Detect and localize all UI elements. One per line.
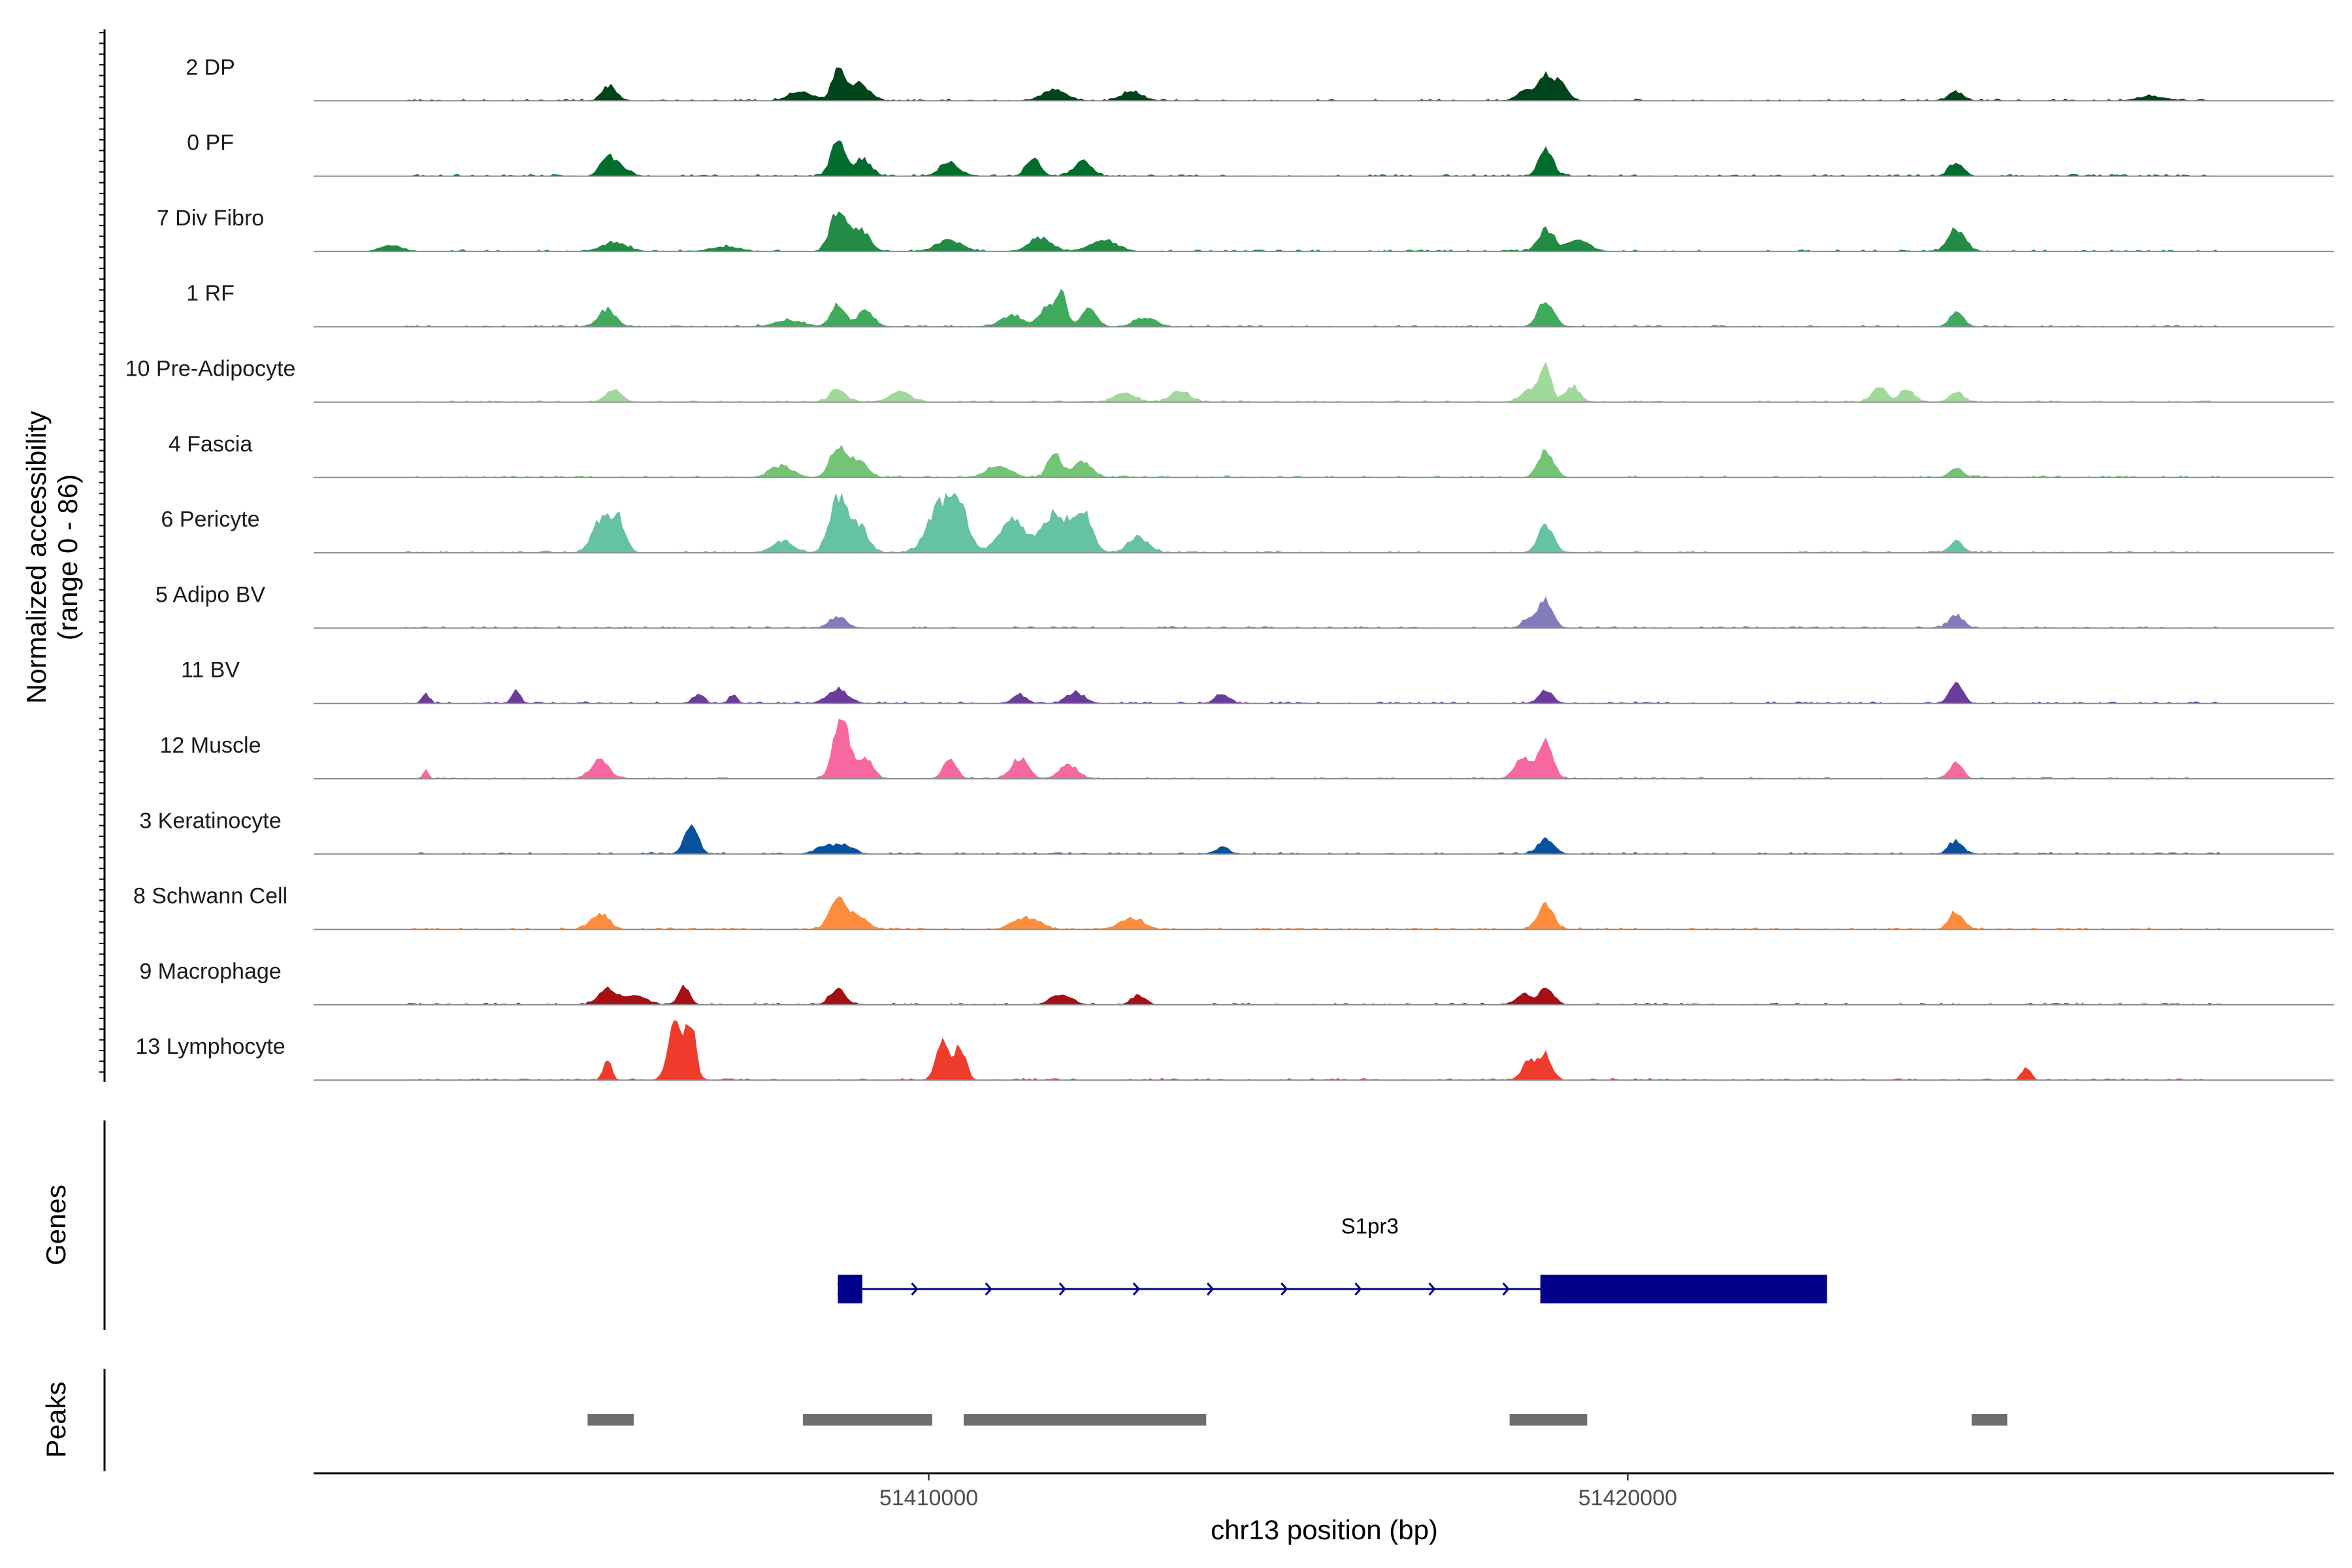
strand-arrow xyxy=(1354,1282,1362,1296)
strand-arrow xyxy=(1132,1282,1140,1296)
x-tick-label: 51420000 xyxy=(1578,1486,1677,1511)
track-label: 4 Fascia xyxy=(169,432,253,457)
peak-region xyxy=(1509,1414,1588,1426)
strand-arrow xyxy=(985,1282,992,1296)
coverage-area xyxy=(314,719,2334,779)
x-axis-ticks: 51410000 51420000 xyxy=(879,1473,1677,1511)
peak-region xyxy=(802,1414,932,1426)
track-0-pf: 0 PF xyxy=(187,131,2334,177)
coverage-area xyxy=(314,824,2334,855)
track-label: 13 Lymphocyte xyxy=(135,1034,285,1059)
gene-exon xyxy=(838,1275,862,1303)
coverage-area xyxy=(314,211,2334,252)
coverage-area xyxy=(314,1020,2334,1081)
track-5-adipo-bv: 5 Adipo BV xyxy=(155,582,2334,629)
y-axis-title-line2: (range 0 - 86) xyxy=(52,474,83,640)
genes-panel-label: Genes xyxy=(41,1184,71,1266)
track-label: 11 BV xyxy=(181,658,240,683)
track-label: 0 PF xyxy=(187,131,234,155)
coverage-area xyxy=(314,596,2334,629)
peak-regions xyxy=(587,1414,2008,1426)
track-8-schwann-cell: 8 Schwann Cell xyxy=(133,884,2334,930)
track-3-keratinocyte: 3 Keratinocyte xyxy=(139,808,2334,855)
track-1-rf: 1 RF xyxy=(186,281,2334,328)
coverage-area xyxy=(314,984,2334,1005)
track-4-fascia: 4 Fascia xyxy=(169,432,2334,478)
track-label: 12 Muscle xyxy=(160,733,261,758)
track-label: 10 Pre-Adipocyte xyxy=(125,357,296,382)
strand-arrow xyxy=(1058,1282,1066,1296)
track-label: 9 Macrophage xyxy=(139,959,281,984)
track-label: 7 Div Fibro xyxy=(157,206,264,231)
strand-arrow xyxy=(1281,1282,1288,1296)
coverage-area xyxy=(314,896,2334,930)
gene-annotations: S1pr3 xyxy=(837,1214,1827,1303)
strand-arrow xyxy=(1207,1282,1215,1296)
track-13-lymphocyte: 13 Lymphocyte xyxy=(135,1020,2334,1081)
track-label: 3 Keratinocyte xyxy=(139,808,281,833)
x-tick-label: 51410000 xyxy=(879,1486,978,1511)
coverage-y-axis-ticks xyxy=(99,32,105,1073)
y-axis-title-line1: Normalized accessibility xyxy=(21,411,52,704)
coverage-area xyxy=(314,140,2334,176)
track-label: 1 RF xyxy=(186,281,235,306)
coverage-area xyxy=(314,493,2334,553)
track-6-pericyte: 6 Pericyte xyxy=(161,493,2334,554)
gene-label: S1pr3 xyxy=(1341,1214,1399,1238)
coverage-area xyxy=(314,681,2334,704)
track-label: 2 DP xyxy=(186,55,235,80)
strand-arrow xyxy=(1428,1282,1436,1296)
track-9-macrophage: 9 Macrophage xyxy=(139,959,2334,1005)
x-axis-title: chr13 position (bp) xyxy=(1211,1514,1438,1545)
peak-region xyxy=(1971,1414,2008,1426)
track-label: 5 Adipo BV xyxy=(155,582,266,607)
coverage-tracks: 2 DP 0 PF 7 Div Fibro 1 RF 10 Pre-Adipocyte 4… xyxy=(125,55,2334,1081)
coverage-area xyxy=(314,67,2334,101)
coverage-area xyxy=(314,445,2334,478)
track-11-bv: 11 BV xyxy=(181,658,2334,704)
gene-exon xyxy=(1540,1275,1827,1303)
track-7-div-fibro: 7 Div Fibro xyxy=(157,206,2334,252)
track-2-dp: 2 DP xyxy=(186,55,2334,102)
track-label: 6 Pericyte xyxy=(161,507,259,532)
strand-arrow xyxy=(1502,1282,1510,1296)
coverage-area xyxy=(314,288,2334,327)
peak-region xyxy=(587,1414,634,1426)
track-label: 8 Schwann Cell xyxy=(133,884,287,909)
track-10-pre-adipocyte: 10 Pre-Adipocyte xyxy=(125,357,2334,403)
peaks-panel-label: Peaks xyxy=(41,1382,71,1458)
strand-arrow xyxy=(911,1282,919,1296)
track-12-muscle: 12 Muscle xyxy=(160,719,2334,779)
gene-s1pr3: S1pr3 xyxy=(837,1214,1827,1303)
peak-region xyxy=(964,1414,1207,1426)
coverage-area xyxy=(314,361,2334,402)
